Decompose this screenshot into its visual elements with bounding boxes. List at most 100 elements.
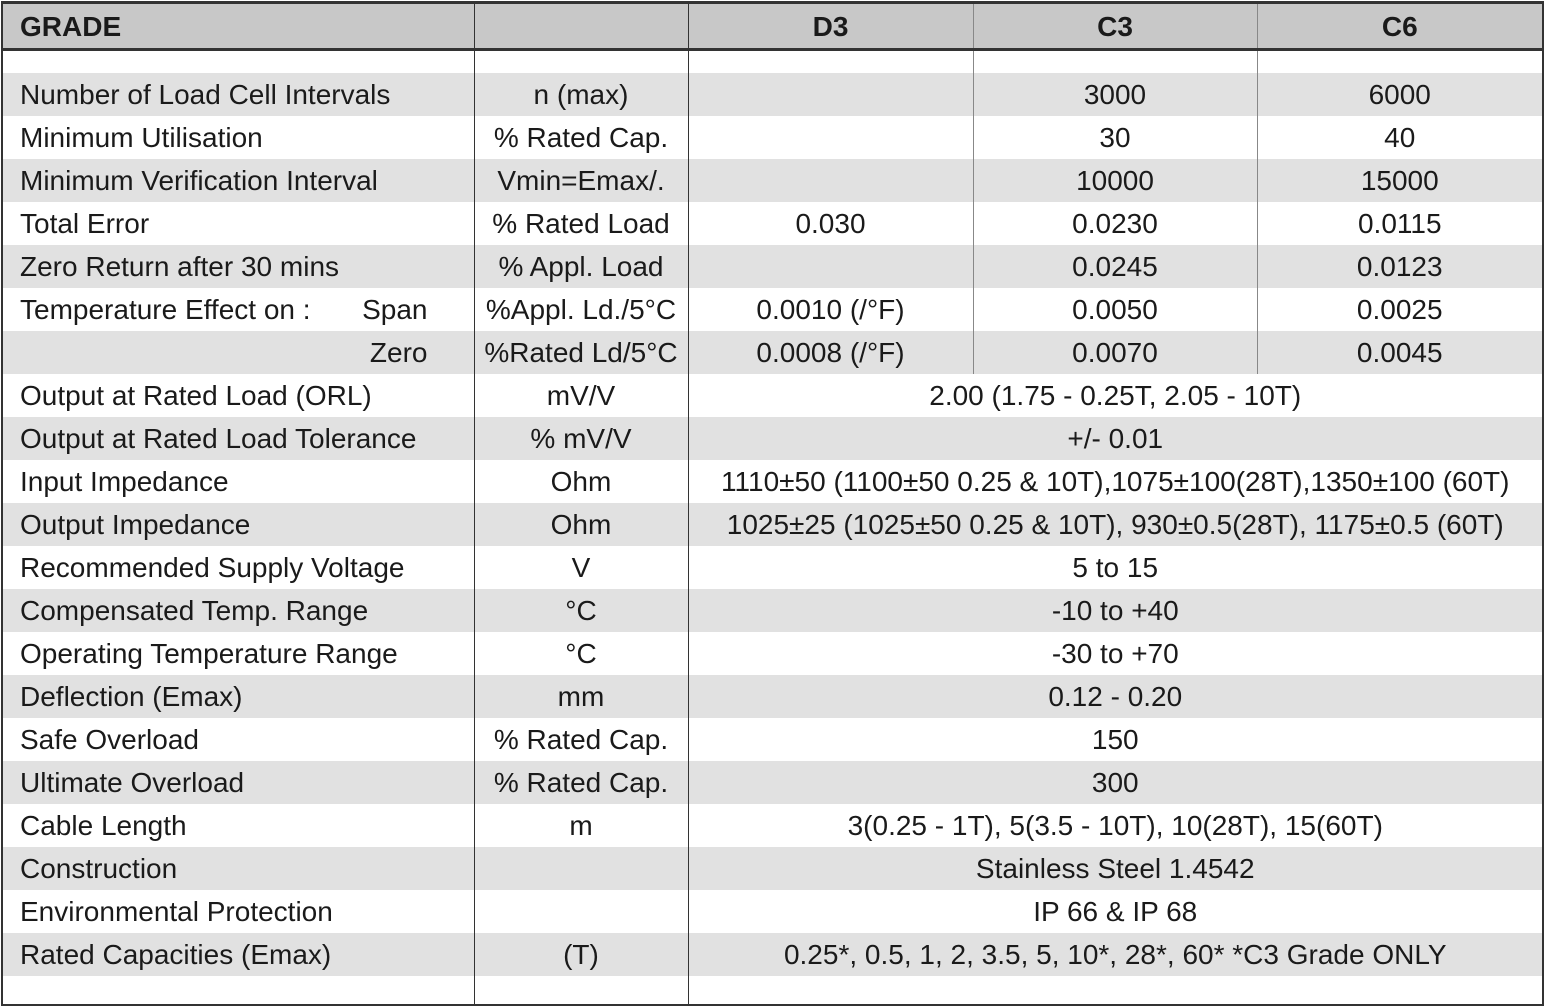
row-sublabel: Zero [369,337,428,368]
table-row: Ultimate Overload% Rated Cap. 300 [1,761,1544,804]
row-label: Safe Overload [1,718,475,761]
row-label: Number of Load Cell Intervals [1,73,475,116]
row-label: Construction [1,847,475,890]
value-all-grades: 300 [688,761,1544,804]
value-all-grades: 150 [688,718,1544,761]
header-grade: GRADE [1,1,475,51]
value-all-grades: 0.12 - 0.20 [688,675,1544,718]
value-all-grades: 0.25*, 0.5, 1, 2, 3.5, 5, 10*, 28*, 60* … [688,933,1544,976]
row-label: Total Error [1,202,475,245]
row-label: Input Impedance [1,460,475,503]
row-unit: mm [474,675,689,718]
table-row: Construction Stainless Steel 1.4542 [1,847,1544,890]
row-unit: % Rated Cap. [474,116,689,159]
table-row: Output at Rated Load Tolerance% mV/V +/- … [1,417,1544,460]
value-d3 [688,159,974,202]
row-label-text: Temperature Effect on : [20,294,311,325]
row-unit: °C [474,589,689,632]
value-c6: 0.0115 [1257,202,1544,245]
table-row: Operating Temperature Range °C -30 to +70 [1,632,1544,675]
value-d3: 0.0008 (/°F) [688,331,974,374]
table-row: Safe Overload% Rated Cap. 150 [1,718,1544,761]
row-unit: (T) [474,933,689,976]
value-d3 [688,116,974,159]
row-label: Output at Rated Load (ORL) [1,374,475,417]
row-label: Cable Length [1,804,475,847]
value-d3 [688,245,974,288]
row-unit: %Rated Ld/5°C [474,331,689,374]
spacer-row [1,49,1544,73]
row-label: Recommended Supply Voltage [1,546,475,589]
spacer-row [1,976,1544,1006]
table-row: Deflection (Emax) mm 0.12 - 0.20 [1,675,1544,718]
value-all-grades: 3(0.25 - 1T), 5(3.5 - 10T), 10(28T), 15(… [688,804,1544,847]
value-d3: 0.030 [688,202,974,245]
row-label: Environmental Protection [1,890,475,933]
spacer-cell [688,976,1544,1006]
value-c6: 6000 [1257,73,1544,116]
value-c3: 0.0050 [973,288,1258,331]
row-label-text: Minimum Utilisation [20,122,263,153]
header-row: GRADE D3 C3 C6 [1,1,1544,51]
table-row: Output at Rated Load (ORL) mV/V 2.00 (1.75… [1,374,1544,417]
value-d3: 0.0010 (/°F) [688,288,974,331]
row-unit: % Rated Cap. [474,718,689,761]
row-label-text: Total Error [20,208,150,239]
value-all-grades: 2.00 (1.75 - 0.25T, 2.05 - 10T) [688,374,1544,417]
value-c3: 30 [973,116,1258,159]
value-all-grades: 1110±50 (1100±50 0.25 & 10T),1075±100(28… [688,460,1544,503]
row-label: Minimum Utilisation [1,116,475,159]
value-all-grades: -10 to +40 [688,589,1544,632]
row-label-text: Minimum Verification Interval [20,165,378,196]
row-label: Span Temperature Effect on : [1,288,475,331]
value-c6: 0.0025 [1257,288,1544,331]
value-all-grades: Stainless Steel 1.4542 [688,847,1544,890]
value-c6: 0.0123 [1257,245,1544,288]
value-c6: 15000 [1257,159,1544,202]
row-unit [474,890,689,933]
table-row: Span Temperature Effect on : %Appl. Ld./5°… [1,288,1544,331]
row-unit: %Appl. Ld./5°C [474,288,689,331]
row-unit: % Appl. Load [474,245,689,288]
row-sublabel: Span [362,294,428,325]
row-unit: V [474,546,689,589]
value-all-grades: IP 66 & IP 68 [688,890,1544,933]
row-unit: % Rated Load [474,202,689,245]
value-c3: 0.0245 [973,245,1258,288]
row-label: Compensated Temp. Range [1,589,475,632]
spacer-cell [474,976,689,1006]
row-label: Zero Return after 30 mins [1,245,475,288]
header-c6: C6 [1257,1,1544,51]
row-label: Operating Temperature Range [1,632,475,675]
row-label: Output Impedance [1,503,475,546]
row-label: Rated Capacities (Emax) [1,933,475,976]
row-unit: n (max) [474,73,689,116]
row-unit: m [474,804,689,847]
header-unit [474,1,689,51]
table-row: Zero Return after 30 mins % Appl. Load 0.0… [1,245,1544,288]
table-row: Rated Capacities (Emax) (T) 0.25*, 0.5, 1,… [1,933,1544,976]
value-all-grades: -30 to +70 [688,632,1544,675]
row-unit: °C [474,632,689,675]
table-row: Number of Load Cell Intervals n (max) 3000… [1,73,1544,116]
value-d3 [688,73,974,116]
table-row: Recommended Supply Voltage V 5 to 15 [1,546,1544,589]
row-unit: Vmin=Emax/. [474,159,689,202]
row-label: Minimum Verification Interval [1,159,475,202]
row-unit: % Rated Cap. [474,761,689,804]
row-label: Ultimate Overload [1,761,475,804]
table-row: Environmental Protection IP 66 & IP 68 [1,890,1544,933]
value-all-grades: +/- 0.01 [688,417,1544,460]
header-d3: D3 [688,1,974,51]
table-row: Cable Length m 3(0.25 - 1T), 5(3.5 - 10T),… [1,804,1544,847]
table-row: Output Impedance Ohm 1025±25 (1025±50 0.25… [1,503,1544,546]
table-row: Input Impedance Ohm 1110±50 (1100±50 0.25 … [1,460,1544,503]
row-unit: Ohm [474,460,689,503]
value-c3: 3000 [973,73,1258,116]
value-c6: 40 [1257,116,1544,159]
value-all-grades: 1025±25 (1025±50 0.25 & 10T), 930±0.5(28… [688,503,1544,546]
row-unit: Ohm [474,503,689,546]
row-label-text: Number of Load Cell Intervals [20,79,391,110]
row-label-text: Zero Return after 30 mins [20,251,340,282]
